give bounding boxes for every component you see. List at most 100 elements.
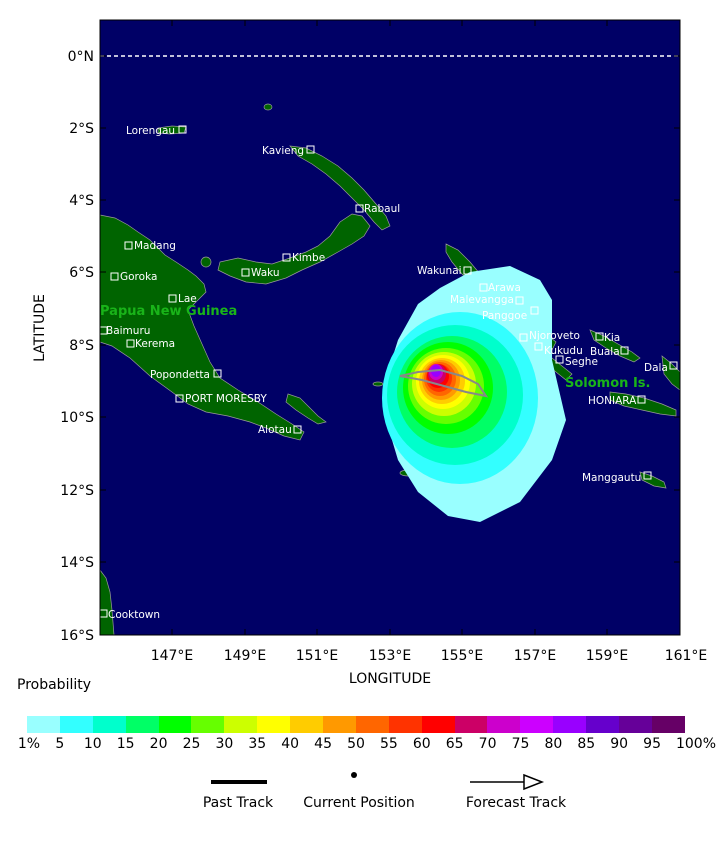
land-dentrecasteaux xyxy=(285,393,327,425)
colorbar-cell xyxy=(59,716,93,733)
city-label-goroka: Goroka xyxy=(120,271,157,283)
colorbar-cell xyxy=(586,716,620,733)
city-marker-goroka xyxy=(110,272,119,281)
lon-label-159e: 159°E xyxy=(586,648,629,664)
lon-label-149e: 149°E xyxy=(224,648,267,664)
city-label-dala: Dala xyxy=(644,362,668,374)
city-label-kukudu: Kukudu xyxy=(544,345,583,357)
colorbar-cell xyxy=(421,716,455,733)
colorbar-cell xyxy=(158,716,192,733)
city-marker-kerema xyxy=(126,339,135,348)
colorbar-tick-label: 70 xyxy=(478,736,497,752)
colorbar-tick-label: 45 xyxy=(314,736,333,752)
colorbar-tick-label: 85 xyxy=(577,736,596,752)
colorbar-cell xyxy=(92,716,126,733)
city-label-baimuru: Baimuru xyxy=(106,325,150,337)
colorbar-cell xyxy=(355,716,389,733)
colorbar-cell xyxy=(323,716,356,733)
city-marker-arawa xyxy=(479,283,488,292)
lat-label-16s: 16°S xyxy=(60,628,94,644)
land-new-ireland xyxy=(289,145,391,231)
colorbar-tick-label: 35 xyxy=(248,736,267,752)
colorbar-cell xyxy=(388,716,422,733)
city-marker-lae xyxy=(168,294,177,303)
colorbar-tick-label: 15 xyxy=(116,736,135,752)
colorbar-tick-label: 95 xyxy=(643,736,662,752)
lon-label-157e: 157°E xyxy=(514,648,557,664)
current-position-symbol xyxy=(351,772,357,778)
city-label-wakunai: Wakunai xyxy=(417,265,462,277)
city-marker-lorengau xyxy=(178,125,187,134)
colorbar-tick-label: 30 xyxy=(215,736,234,752)
lat-label-10s: 10°S xyxy=(60,410,94,426)
x-axis-title: LONGITUDE xyxy=(349,671,431,687)
city-marker-honiara xyxy=(637,395,646,404)
colorbar-tick-label: 1% xyxy=(17,736,41,752)
city-label-seghe: Seghe xyxy=(565,356,598,368)
city-label-arawa: Arawa xyxy=(488,282,521,294)
city-label-waku: Waku xyxy=(251,267,280,279)
land-makira xyxy=(639,471,667,489)
colorbar-tick-label: 40 xyxy=(281,736,300,752)
colorbar-cell xyxy=(619,716,652,733)
country-label-papua-new-guinea: Papua New Guinea xyxy=(100,304,237,319)
land-new-guinea xyxy=(99,214,305,441)
city-label-alotau: Alotau xyxy=(258,424,292,436)
city-label-kimbe: Kimbe xyxy=(292,252,325,264)
y-axis-title: LATITUDE xyxy=(32,294,48,362)
city-label-honiara: HONIARA xyxy=(588,395,637,407)
legend-title: Probability xyxy=(17,677,92,693)
lon-label-147e: 147°E xyxy=(151,648,194,664)
city-label-port-moresby: PORT MORESBY xyxy=(185,393,267,405)
colorbar-cell xyxy=(454,716,488,733)
land-louisiade xyxy=(372,381,384,387)
colorbar-tick-label: 25 xyxy=(182,736,201,752)
lat-label-8s: 8°S xyxy=(69,338,94,354)
lat-label-2s: 2°S xyxy=(69,121,94,137)
city-marker-port-moresby xyxy=(175,394,184,403)
city-label-buala: Buala xyxy=(590,346,620,358)
colorbar-tick-label: 80 xyxy=(544,736,563,752)
lat-label-12s: 12°S xyxy=(60,483,94,499)
colorbar-tick-label: 75 xyxy=(511,736,530,752)
probability-colorbar xyxy=(27,716,685,733)
colorbar-tick-label: 60 xyxy=(412,736,431,752)
city-marker-njoroveto xyxy=(519,333,528,342)
current-position-label: Current Position xyxy=(303,795,415,811)
colorbar-tick-label: 65 xyxy=(445,736,464,752)
city-marker-popondetta xyxy=(213,369,222,378)
colorbar-cell xyxy=(224,716,258,733)
land-new-britain xyxy=(217,213,371,285)
colorbar-tick-label: 55 xyxy=(379,736,398,752)
colorbar-cell xyxy=(290,716,324,733)
forecast-track-symbol xyxy=(470,773,545,791)
city-label-rabaul: Rabaul xyxy=(364,203,400,215)
forecast-track-label: Forecast Track xyxy=(465,795,567,811)
city-label-madang: Madang xyxy=(134,240,176,252)
city-marker-rabaul xyxy=(355,204,364,213)
colorbar-tick-label: 100% xyxy=(675,736,717,752)
lat-label-14s: 14°S xyxy=(60,555,94,571)
lon-ticks xyxy=(171,20,681,635)
lon-label-161e: 161°E xyxy=(665,648,708,664)
lon-label-151e: 151°E xyxy=(296,648,339,664)
lon-label-153e: 153°E xyxy=(369,648,412,664)
city-marker-seghe xyxy=(555,355,564,364)
colorbar-cell xyxy=(27,716,60,733)
city-label-malevangga: Malevangga xyxy=(450,294,514,306)
city-marker-dala xyxy=(669,361,678,370)
lat-label-0: 0°N xyxy=(68,49,94,65)
past-track-label: Past Track xyxy=(202,795,274,811)
colorbar-tick-label: 20 xyxy=(149,736,168,752)
city-label-popondetta: Popondetta xyxy=(150,369,210,381)
ocean-background xyxy=(100,20,680,635)
city-marker-kimbe xyxy=(282,253,291,262)
colorbar-cell xyxy=(487,716,521,733)
city-label-cooktown: Cooktown xyxy=(108,609,160,621)
city-marker-waku xyxy=(241,268,250,277)
city-label-lae: Lae xyxy=(178,293,197,305)
city-markers xyxy=(99,125,678,618)
colorbar-tick-label: 5 xyxy=(55,736,65,752)
city-marker-wakunai xyxy=(463,266,472,275)
